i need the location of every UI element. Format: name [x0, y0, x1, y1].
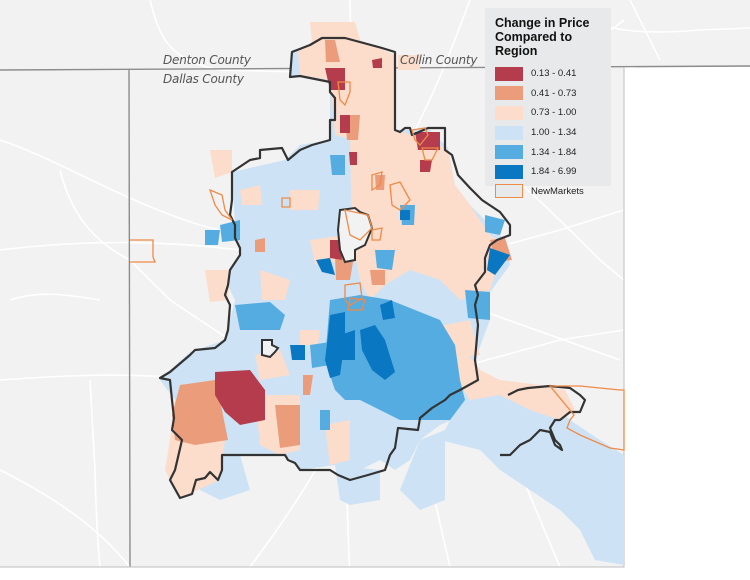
dallas-city-boundary: [158, 36, 512, 500]
legend-swatch-0.73-1.00: [495, 105, 523, 120]
legend-label: 0.13 - 0.41: [531, 68, 577, 80]
legend-item: 1.00 - 1.34: [495, 123, 601, 143]
legend-title-line2: Compared to Region: [495, 30, 573, 58]
legend-label: 1.00 - 1.34: [531, 127, 577, 139]
legend-label: 1.84 - 6.99: [531, 166, 577, 178]
legend-swatch-1.84-6.99: [495, 164, 523, 179]
map-legend: Change in Price Compared to Region 0.13 …: [485, 8, 611, 199]
legend-label: 1.34 - 1.84: [531, 146, 577, 158]
map-frame-border: [0, 67, 625, 568]
legend-item: NewMarkets: [495, 182, 601, 202]
tracts: [160, 22, 624, 565]
legend-label: 0.41 - 0.73: [531, 87, 577, 99]
legend-swatch-0.13-0.41: [495, 66, 523, 81]
legend-title: Change in Price Compared to Region: [495, 16, 601, 58]
legend-label: NewMarkets: [531, 185, 584, 197]
county-label-denton: Denton County: [163, 53, 251, 67]
county-label-dallas: Dallas County: [163, 72, 244, 86]
legend-item: 0.13 - 0.41: [495, 64, 601, 84]
legend-label: 0.73 - 1.00: [531, 107, 577, 119]
dallas-city-boundary-east: [500, 384, 587, 457]
legend-item: 1.84 - 6.99: [495, 162, 601, 182]
legend-item: 0.41 - 0.73: [495, 84, 601, 104]
legend-swatch-1.00-1.34: [495, 125, 523, 140]
legend-swatch-0.41-0.73: [495, 86, 523, 101]
enclave-west: [261, 339, 280, 359]
enclave-park-cities: [336, 206, 374, 264]
legend-swatch-1.34-1.84: [495, 145, 523, 160]
county-label-collin: Collin County: [400, 53, 478, 67]
legend-item: 1.34 - 1.84: [495, 142, 601, 162]
legend-title-line1: Change in Price: [495, 16, 590, 30]
legend-swatch-newmarkets: [495, 184, 523, 199]
legend-item: 0.73 - 1.00: [495, 103, 601, 123]
newmarkets-outlines: [130, 81, 625, 451]
